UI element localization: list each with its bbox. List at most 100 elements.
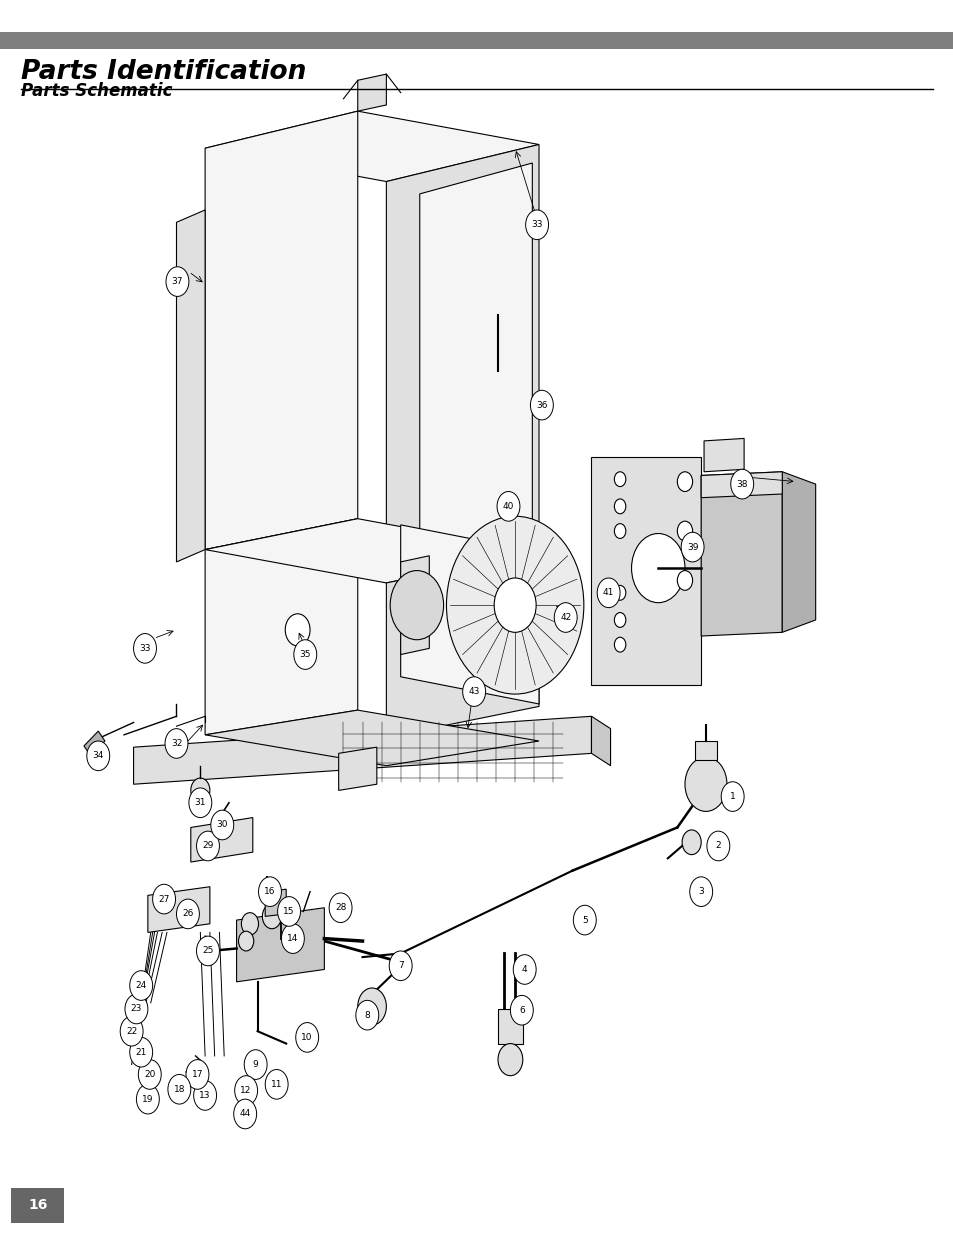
Circle shape (720, 782, 743, 811)
Polygon shape (205, 519, 538, 583)
Text: 18: 18 (173, 1084, 185, 1094)
Text: 33: 33 (531, 220, 542, 230)
Polygon shape (338, 747, 376, 790)
Text: 21: 21 (135, 1047, 147, 1057)
Text: 19: 19 (142, 1094, 153, 1104)
Text: 5: 5 (581, 915, 587, 925)
Polygon shape (703, 438, 743, 472)
Circle shape (684, 757, 726, 811)
Text: 20: 20 (144, 1070, 155, 1079)
Text: 34: 34 (92, 751, 104, 761)
Polygon shape (357, 74, 386, 111)
Circle shape (166, 267, 189, 296)
Polygon shape (265, 889, 286, 916)
Text: 30: 30 (216, 820, 228, 830)
Text: 44: 44 (239, 1109, 251, 1119)
Text: 37: 37 (172, 277, 183, 287)
Polygon shape (236, 908, 324, 982)
Text: 41: 41 (602, 588, 614, 598)
Polygon shape (176, 210, 205, 562)
Circle shape (265, 1070, 288, 1099)
Polygon shape (700, 472, 781, 636)
Polygon shape (205, 111, 538, 182)
Polygon shape (386, 144, 538, 583)
Circle shape (680, 532, 703, 562)
Circle shape (497, 492, 519, 521)
Circle shape (244, 1050, 267, 1079)
Circle shape (295, 1023, 318, 1052)
Text: 11: 11 (271, 1079, 282, 1089)
Circle shape (573, 905, 596, 935)
Circle shape (614, 499, 625, 514)
Text: 13: 13 (199, 1091, 211, 1100)
Text: 39: 39 (686, 542, 698, 552)
Polygon shape (205, 519, 357, 735)
Polygon shape (148, 887, 210, 932)
Circle shape (211, 810, 233, 840)
Text: 33: 33 (139, 643, 151, 653)
Circle shape (614, 524, 625, 538)
Polygon shape (133, 716, 591, 784)
Circle shape (597, 578, 619, 608)
Circle shape (238, 931, 253, 951)
Text: 9: 9 (253, 1060, 258, 1070)
Text: 17: 17 (192, 1070, 203, 1079)
Text: 4: 4 (521, 965, 527, 974)
Polygon shape (205, 111, 357, 550)
Circle shape (497, 1044, 522, 1076)
Circle shape (706, 831, 729, 861)
Polygon shape (591, 716, 610, 766)
Circle shape (233, 1099, 256, 1129)
Circle shape (554, 603, 577, 632)
Polygon shape (781, 472, 815, 632)
Circle shape (152, 884, 175, 914)
Text: 6: 6 (518, 1005, 524, 1015)
Text: 16: 16 (28, 1198, 48, 1213)
Polygon shape (191, 818, 253, 862)
Text: 26: 26 (182, 909, 193, 919)
Circle shape (525, 210, 548, 240)
Circle shape (130, 971, 152, 1000)
Text: 10: 10 (301, 1032, 313, 1042)
Text: 42: 42 (559, 613, 571, 622)
Circle shape (614, 637, 625, 652)
FancyBboxPatch shape (0, 32, 953, 49)
Circle shape (730, 469, 753, 499)
Circle shape (196, 936, 219, 966)
Circle shape (165, 729, 188, 758)
Circle shape (258, 877, 281, 906)
Circle shape (176, 899, 199, 929)
Circle shape (513, 955, 536, 984)
Circle shape (186, 1060, 209, 1089)
Circle shape (87, 741, 110, 771)
Text: 43: 43 (468, 687, 479, 697)
Circle shape (133, 634, 156, 663)
Text: 16: 16 (264, 887, 275, 897)
Text: 38: 38 (736, 479, 747, 489)
Circle shape (677, 472, 692, 492)
Circle shape (389, 951, 412, 981)
Circle shape (138, 1060, 161, 1089)
Circle shape (294, 640, 316, 669)
Text: 8: 8 (364, 1010, 370, 1020)
Text: 29: 29 (202, 841, 213, 851)
Circle shape (130, 1037, 152, 1067)
Circle shape (614, 472, 625, 487)
Text: 32: 32 (171, 739, 182, 748)
Circle shape (329, 893, 352, 923)
Text: 31: 31 (194, 798, 206, 808)
Circle shape (277, 897, 300, 926)
Polygon shape (700, 472, 781, 498)
Polygon shape (386, 552, 538, 737)
Text: 22: 22 (126, 1026, 137, 1036)
Polygon shape (400, 525, 538, 704)
Polygon shape (497, 1009, 522, 1044)
Polygon shape (591, 457, 700, 685)
Text: Parts Schematic: Parts Schematic (21, 82, 172, 100)
Text: 27: 27 (158, 894, 170, 904)
Text: 40: 40 (502, 501, 514, 511)
Text: 7: 7 (397, 961, 403, 971)
Circle shape (120, 1016, 143, 1046)
Text: 24: 24 (135, 981, 147, 990)
Polygon shape (400, 556, 429, 655)
